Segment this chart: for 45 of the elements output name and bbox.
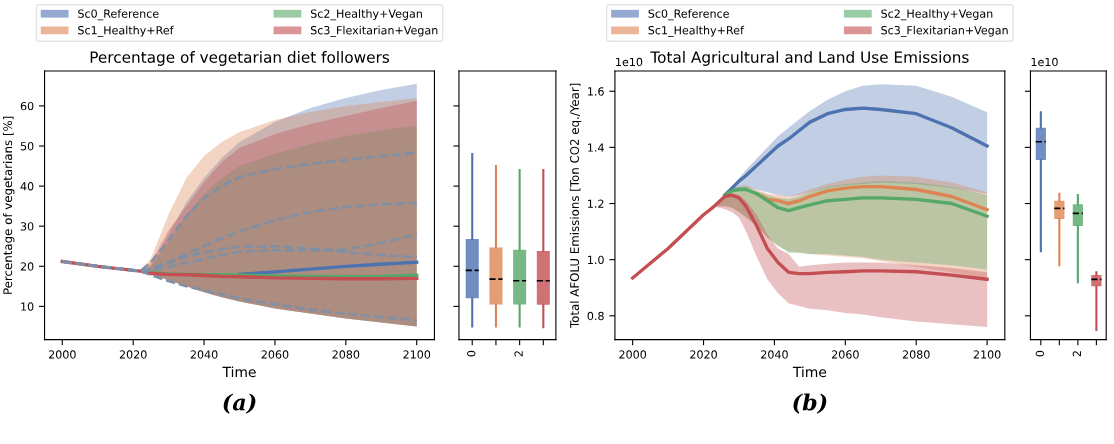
text: 1e10: [616, 57, 643, 67]
chart-title: Percentage of vegetarian diet followers: [90, 51, 390, 66]
x-tick-label: 2060: [261, 350, 289, 359]
x-tick-label: 2060: [832, 350, 859, 359]
y-tick-label: 0.8: [587, 311, 604, 321]
x-tick-label: 2040: [761, 350, 788, 359]
text: (b): [793, 393, 827, 414]
x-tick-label: 2100: [403, 350, 431, 359]
x-tick-label: 0: [1035, 350, 1045, 357]
legend-label: Sc1_Healthy+Ref: [78, 25, 174, 37]
legend-label: Sc3_Flexitarian+Vegan: [881, 25, 1008, 37]
x-axis-title: Time: [222, 366, 256, 378]
y-tick-label: 10: [21, 302, 34, 311]
x-tick-label: 2000: [48, 350, 76, 359]
y-tick-label: 30: [20, 222, 34, 231]
text: (a): [223, 393, 256, 414]
x-tick-label: 2080: [332, 350, 360, 359]
y-tick-label: 1.6: [588, 87, 604, 96]
x-tick-label: 2020: [119, 350, 147, 359]
x-tick-label: 2000: [619, 350, 647, 359]
x-tick-label: 2020: [690, 350, 717, 359]
y-tick-label: 40: [20, 182, 34, 191]
y-tick-label: 1.0: [588, 255, 604, 265]
y-tick-label: 1.2: [588, 199, 604, 208]
text: 1e10: [1031, 57, 1058, 67]
legend-label: Sc2_Healthy+Vegan: [310, 9, 422, 21]
x-axis-title: Time: [792, 366, 827, 378]
x-tick-label: 0: [467, 350, 476, 357]
y-tick-label: 20: [20, 262, 34, 271]
x-tick-label: 2: [514, 351, 523, 357]
y-tick-label: 50: [20, 141, 34, 151]
y-tick-label: 1.4: [588, 143, 604, 152]
legend-label: Sc1_Healthy+Ref: [648, 25, 745, 37]
legend-label: Sc0_Reference: [648, 9, 729, 21]
y-axis-title: Percentage of vegetarians [%]: [3, 116, 15, 294]
x-tick-label: 2040: [190, 350, 218, 359]
y-axis-title: Total AFOLU Emissions [Ton CO2 eq./Year]: [569, 83, 582, 329]
legend-label: Sc0_Reference: [78, 9, 159, 21]
legend-label: Sc2_Healthy+Vegan: [881, 9, 993, 21]
legend-label: Sc3_Flexitarian+Vegan: [310, 25, 438, 37]
x-tick-label: 2100: [973, 350, 1001, 359]
chart-title: Total Agricultural and Land Use Emissions: [650, 51, 969, 66]
x-tick-label: 2: [1072, 351, 1081, 357]
y-tick-label: 60: [20, 101, 34, 111]
x-tick-label: 2080: [902, 350, 930, 359]
